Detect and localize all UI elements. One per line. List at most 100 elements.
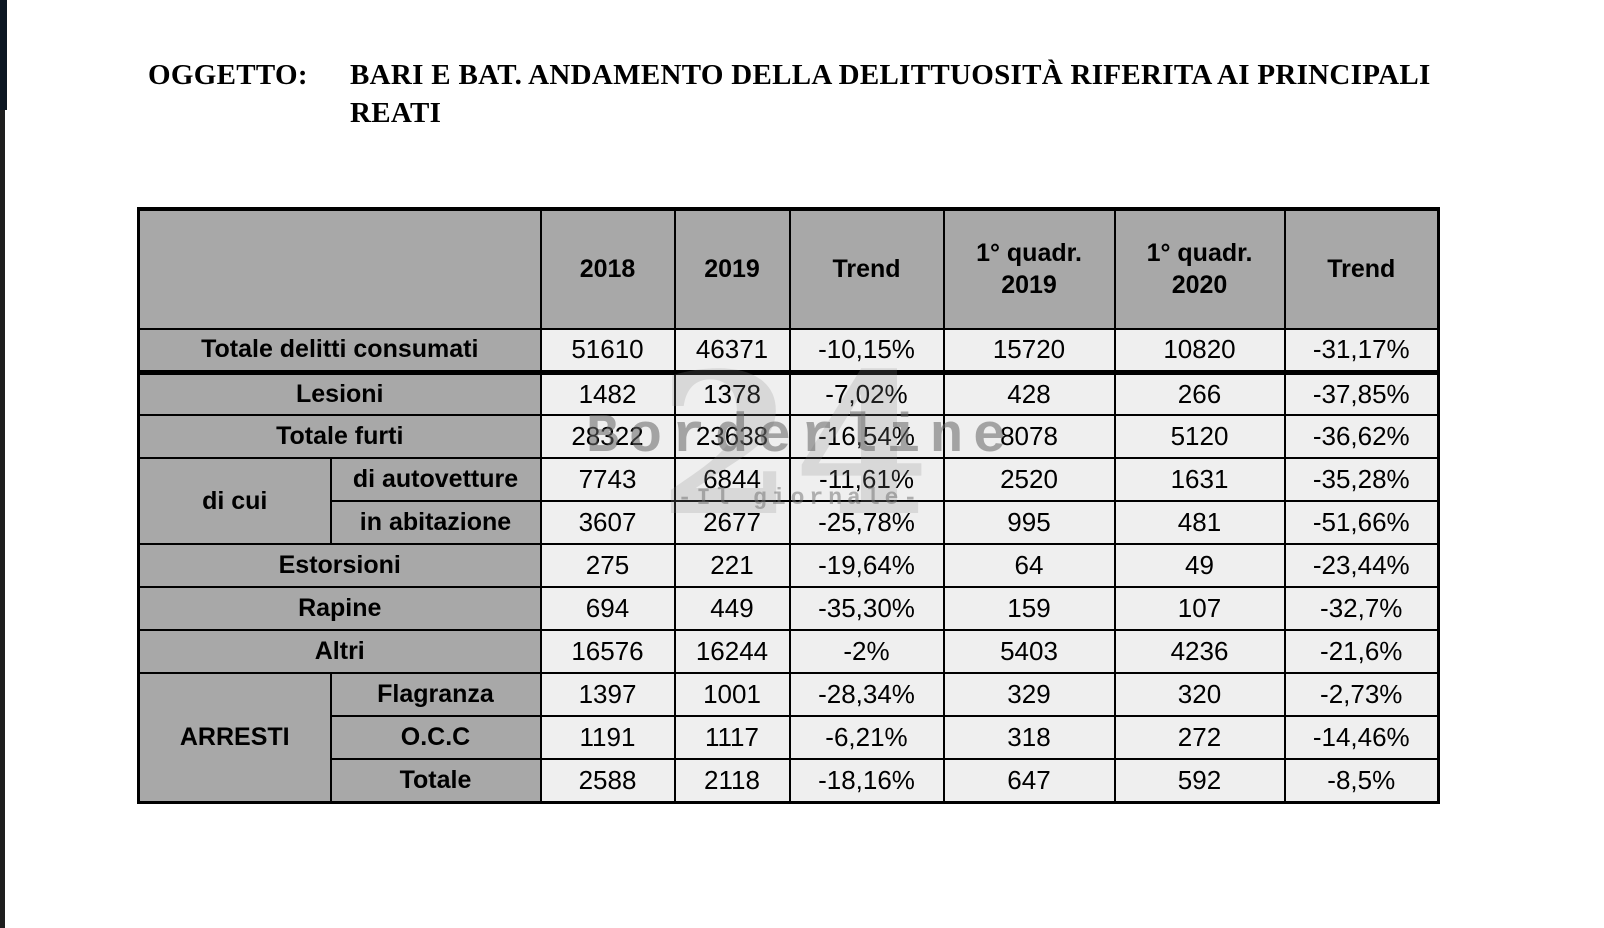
value-cell: -25,78% <box>788 500 945 545</box>
value-cell: 16576 <box>539 629 676 674</box>
value-cell: 449 <box>673 586 791 631</box>
subject-label: OGGETTO: <box>148 59 308 91</box>
value-cell: 1378 <box>673 371 791 416</box>
value-cell: 694 <box>539 586 676 631</box>
value-cell: -31,17% <box>1283 328 1440 375</box>
value-cell: 221 <box>673 543 791 588</box>
value-cell: 1397 <box>539 672 676 717</box>
value-cell: 428 <box>942 371 1116 416</box>
value-cell: 272 <box>1113 715 1286 760</box>
row-label: Flagranza <box>329 672 542 717</box>
value-cell: 8078 <box>942 414 1116 459</box>
value-cell: -7,02% <box>788 371 945 416</box>
screen-edge-artifact <box>0 110 5 928</box>
value-cell: -28,34% <box>788 672 945 717</box>
value-cell: -51,66% <box>1283 500 1440 545</box>
value-cell: 107 <box>1113 586 1286 631</box>
row-furti-autovetture: di cui di autovetture 7743 6844 -11,61% … <box>137 457 1440 545</box>
crime-statistics-table: 2018 2019 Trend 1° quadr. 2019 1° quadr.… <box>137 207 1440 804</box>
value-cell: 1631 <box>1113 457 1286 502</box>
value-cell: 1117 <box>673 715 791 760</box>
value-cell: -2% <box>788 629 945 674</box>
value-cell: 3607 <box>539 500 676 545</box>
value-cell: 329 <box>942 672 1116 717</box>
subject-line-1: BARI E BAT. ANDAMENTO DELLA DELITTUOSITÀ… <box>350 59 1431 91</box>
value-cell: 2588 <box>539 758 676 803</box>
subject-line-2: REATI <box>350 97 442 129</box>
value-cell: -35,28% <box>1283 457 1440 502</box>
row-label: Altri <box>137 629 542 674</box>
row-lesioni: Lesioni 1482 1378 -7,02% 428 266 -37,85% <box>137 371 1440 416</box>
value-cell: -18,16% <box>788 758 945 803</box>
value-cell: 46371 <box>673 328 791 375</box>
value-cell: -10,15% <box>788 328 945 375</box>
row-totale-furti: Totale furti 28322 23638 -16,54% 8078 51… <box>137 414 1440 459</box>
row-estorsioni: Estorsioni 275 221 -19,64% 64 49 -23,44% <box>137 543 1440 588</box>
value-cell: -11,61% <box>788 457 945 502</box>
document-subject: OGGETTO: BARI E BAT. ANDAMENTO DELLA DEL… <box>148 56 1431 132</box>
value-cell: 4236 <box>1113 629 1286 674</box>
value-cell: 647 <box>942 758 1116 803</box>
value-cell: 995 <box>942 500 1116 545</box>
col-header-trend-quad: Trend <box>1283 208 1440 330</box>
col-header-2019: 2019 <box>673 208 791 330</box>
col-header-quad-2020: 1° quadr. 2020 <box>1113 208 1286 330</box>
value-cell: 7743 <box>539 457 676 502</box>
value-cell: 28322 <box>539 414 676 459</box>
row-label: O.C.C <box>329 715 542 760</box>
value-cell: -35,30% <box>788 586 945 631</box>
value-cell: -37,85% <box>1283 371 1440 416</box>
value-cell: 6844 <box>673 457 791 502</box>
screen-edge-artifact-top <box>0 0 7 110</box>
row-label: Estorsioni <box>137 543 542 588</box>
value-cell: 23638 <box>673 414 791 459</box>
row-totale-delitti: Totale delitti consumati 51610 46371 -10… <box>137 328 1440 375</box>
value-cell: -16,54% <box>788 414 945 459</box>
row-label: Totale <box>329 758 542 803</box>
row-rapine: Rapine 694 449 -35,30% 159 107 -32,7% <box>137 586 1440 631</box>
row-label: Totale furti <box>137 414 542 459</box>
value-cell: -6,21% <box>788 715 945 760</box>
value-cell: -21,6% <box>1283 629 1440 674</box>
value-cell: 51610 <box>539 328 676 375</box>
value-cell: 1001 <box>673 672 791 717</box>
value-cell: 2520 <box>942 457 1116 502</box>
value-cell: 275 <box>539 543 676 588</box>
group-label-arresti: ARRESTI <box>137 672 332 803</box>
col-header-empty <box>137 208 542 330</box>
value-cell: 318 <box>942 715 1116 760</box>
table-header-row: 2018 2019 Trend 1° quadr. 2019 1° quadr.… <box>137 208 1440 330</box>
group-label-di-cui: di cui <box>137 457 332 545</box>
value-cell: 64 <box>942 543 1116 588</box>
subject-text: BARI E BAT. ANDAMENTO DELLA DELITTUOSITÀ… <box>350 56 1431 132</box>
col-header-2018: 2018 <box>539 208 676 330</box>
row-label: Rapine <box>137 586 542 631</box>
value-cell: -36,62% <box>1283 414 1440 459</box>
value-cell: 2118 <box>673 758 791 803</box>
row-arresti-occ: O.C.C 1191 1117 -6,21% 318 272 -14,46% <box>139 715 1440 760</box>
value-cell: -2,73% <box>1283 672 1440 717</box>
value-cell: -8,5% <box>1283 758 1440 803</box>
value-cell: -19,64% <box>788 543 945 588</box>
value-cell: -32,7% <box>1283 586 1440 631</box>
value-cell: 1191 <box>539 715 676 760</box>
value-cell: 5403 <box>942 629 1116 674</box>
row-label: Totale delitti consumati <box>137 328 542 375</box>
row-label: di autovetture <box>329 457 542 502</box>
value-cell: 266 <box>1113 371 1286 416</box>
col-header-trend-annual: Trend <box>788 208 945 330</box>
value-cell: 481 <box>1113 500 1286 545</box>
row-furti-abitazione: in abitazione 3607 2677 -25,78% 995 481 … <box>139 500 1440 545</box>
row-label: in abitazione <box>329 500 542 545</box>
value-cell: 5120 <box>1113 414 1286 459</box>
value-cell: -14,46% <box>1283 715 1440 760</box>
row-altri: Altri 16576 16244 -2% 5403 4236 -21,6% <box>137 629 1440 674</box>
value-cell: 159 <box>942 586 1116 631</box>
value-cell: 2677 <box>673 500 791 545</box>
value-cell: 15720 <box>942 328 1116 375</box>
value-cell: 16244 <box>673 629 791 674</box>
col-header-quad-2019: 1° quadr. 2019 <box>942 208 1116 330</box>
value-cell: -23,44% <box>1283 543 1440 588</box>
value-cell: 10820 <box>1113 328 1286 375</box>
value-cell: 592 <box>1113 758 1286 803</box>
